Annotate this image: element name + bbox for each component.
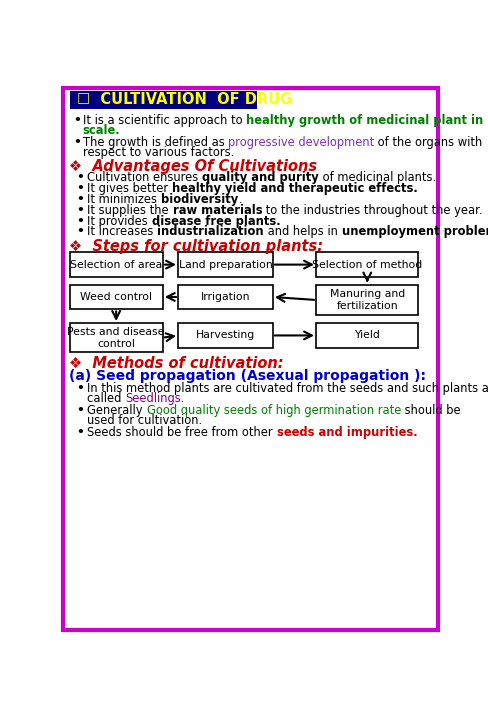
Text: •: • — [77, 214, 84, 228]
FancyBboxPatch shape — [315, 252, 418, 277]
Text: •: • — [77, 193, 84, 206]
Text: Irrigation: Irrigation — [200, 292, 250, 302]
Text: •: • — [77, 204, 84, 217]
Text: should be: should be — [400, 404, 460, 417]
Text: Good quality seeds of high germination rate: Good quality seeds of high germination r… — [146, 404, 400, 417]
FancyBboxPatch shape — [69, 285, 163, 310]
Text: used for cultivation.: used for cultivation. — [87, 414, 202, 427]
Text: •: • — [77, 383, 84, 395]
Text: industrialization: industrialization — [157, 225, 264, 239]
Text: It minimizes: It minimizes — [87, 193, 161, 206]
Text: It gives better: It gives better — [87, 182, 172, 195]
Text: In this method plants are cultivated from the seeds and such plants are: In this method plants are cultivated fro… — [87, 383, 488, 395]
Text: It provides: It provides — [87, 214, 152, 228]
FancyBboxPatch shape — [178, 252, 272, 277]
Text: Selection of method: Selection of method — [311, 260, 422, 270]
Text: seeds and impurities.: seeds and impurities. — [276, 425, 416, 439]
Text: Yield: Yield — [354, 330, 379, 341]
Text: quality and purity: quality and purity — [202, 171, 319, 185]
FancyBboxPatch shape — [63, 87, 437, 630]
FancyBboxPatch shape — [69, 323, 163, 352]
Text: progressive development: progressive development — [228, 136, 374, 149]
Text: raw materials: raw materials — [172, 204, 262, 217]
Text: •: • — [73, 136, 81, 149]
Text: •: • — [77, 404, 84, 417]
Text: •: • — [77, 225, 84, 239]
Text: •: • — [77, 425, 84, 439]
Text: unemployment problem.: unemployment problem. — [341, 225, 488, 239]
Text: Weed control: Weed control — [80, 292, 152, 302]
Text: The growth is defined as: The growth is defined as — [82, 136, 228, 149]
Text: .: . — [238, 193, 242, 206]
FancyBboxPatch shape — [315, 285, 418, 315]
FancyBboxPatch shape — [315, 323, 418, 348]
Text: Harvesting: Harvesting — [195, 330, 255, 341]
Text: respect to various factors.: respect to various factors. — [82, 146, 234, 159]
Text: healthy growth of medicinal plant in large: healthy growth of medicinal plant in lar… — [245, 114, 488, 128]
Text: It supplies the: It supplies the — [87, 204, 172, 217]
Text: scale.: scale. — [82, 124, 120, 138]
Text: biodiversity: biodiversity — [161, 193, 238, 206]
Text: Pests and disease
control: Pests and disease control — [67, 327, 164, 349]
Text: Seeds should be free from other: Seeds should be free from other — [87, 425, 276, 439]
Text: ❖  Steps for cultivation plants:: ❖ Steps for cultivation plants: — [69, 239, 323, 254]
FancyBboxPatch shape — [178, 285, 272, 310]
Text: •: • — [77, 171, 84, 185]
Text: Generally: Generally — [87, 404, 146, 417]
Text: disease free plants.: disease free plants. — [152, 214, 280, 228]
Text: ☐  CULTIVATION  OF DRUG: ☐ CULTIVATION OF DRUG — [77, 92, 291, 107]
FancyBboxPatch shape — [178, 323, 272, 348]
Text: healthy yield and therapeutic effects.: healthy yield and therapeutic effects. — [172, 182, 417, 195]
Text: (a) Seed propagation (Asexual propagation ):: (a) Seed propagation (Asexual propagatio… — [69, 369, 425, 383]
Text: It increases: It increases — [87, 225, 157, 239]
Text: It is a scientific approach to: It is a scientific approach to — [82, 114, 245, 128]
Text: Selection of area: Selection of area — [70, 260, 162, 270]
Text: to the industries throughout the year.: to the industries throughout the year. — [262, 204, 482, 217]
Text: •: • — [77, 182, 84, 195]
Text: Land preparation: Land preparation — [178, 260, 272, 270]
FancyBboxPatch shape — [69, 91, 257, 109]
Text: of medicinal plants.: of medicinal plants. — [319, 171, 435, 185]
Text: Manuring and
fertilization: Manuring and fertilization — [329, 289, 404, 311]
Text: and helps in: and helps in — [264, 225, 341, 239]
Text: of the organs with: of the organs with — [374, 136, 482, 149]
Text: ❖  Methods of cultivation:: ❖ Methods of cultivation: — [69, 356, 283, 371]
Text: Seedlings.: Seedlings. — [125, 393, 184, 405]
Text: called: called — [87, 393, 125, 405]
FancyBboxPatch shape — [69, 252, 163, 277]
Text: ❖  Advantages Of Cultivations: ❖ Advantages Of Cultivations — [69, 159, 316, 174]
Text: •: • — [73, 114, 81, 128]
Text: Cultivation ensures: Cultivation ensures — [87, 171, 202, 185]
